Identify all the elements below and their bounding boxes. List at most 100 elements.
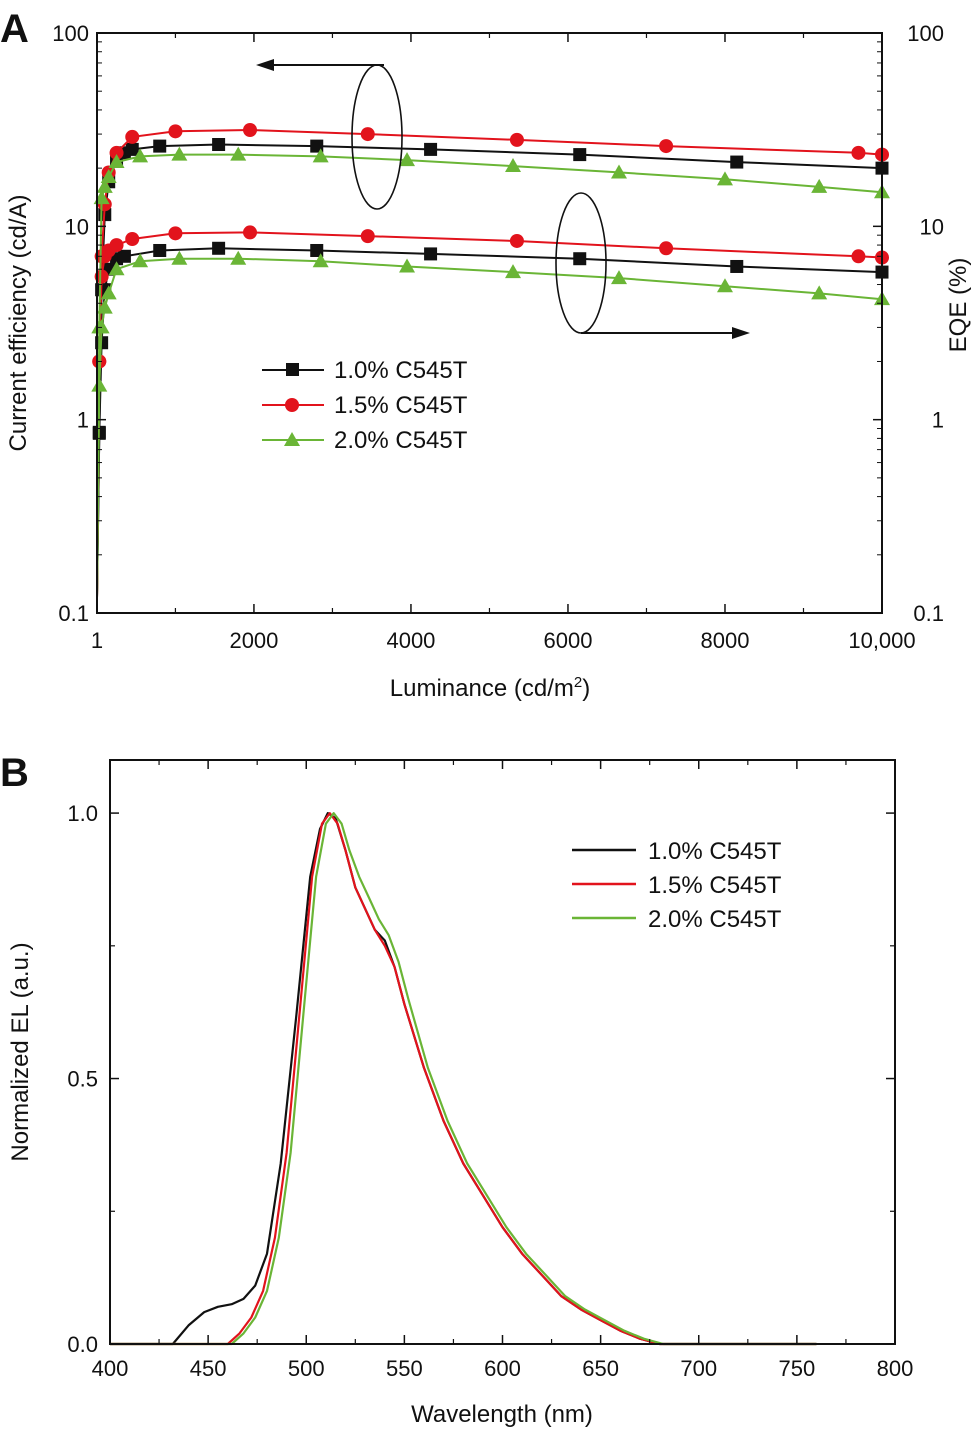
x-tick-label-a: 2000 [229,628,278,653]
data-point-a-current_efficiency-2 [360,127,375,142]
y-tick-label-b: 0.5 [67,1067,98,1092]
data-point-a-current_efficiency-2 [168,124,183,139]
data-point-a-eqe-3 [811,285,828,300]
arrow-right-icon [732,327,750,339]
arrow-left-icon [256,59,274,71]
data-point-a-eqe-3 [610,270,627,285]
data-point-a-eqe-1 [212,241,226,255]
legend-a-label-2: 1.5% C545T [334,392,468,419]
y-tick-label-b: 0.0 [67,1332,98,1357]
panel-b-chart: B 400 450 500 550 600 650 700 750 800 0.0 0.5 1.0 1… [0,751,913,1428]
data-point-a-eqe-1 [424,247,438,261]
data-point-a-current_efficiency-2 [243,122,258,137]
y2-axis-label-eqe: EQE (%) [945,258,972,353]
legend-a-marker-triangle [284,432,300,446]
data-point-a-eqe-3 [108,261,125,276]
x-tick-label-b: 500 [288,1356,325,1381]
data-point-a-current_efficiency-1 [730,155,744,169]
series-line-a-current_efficiency-1 [96,143,883,598]
annotations [256,59,750,339]
data-point-a-eqe-1 [730,259,744,273]
data-point-a-current_efficiency-2 [659,139,674,154]
x-tick-label-b: 700 [680,1356,717,1381]
data-point-a-current_efficiency-2 [509,132,524,147]
series-line-a-eqe-3 [96,257,883,598]
x-tick-label-b: 800 [877,1356,914,1381]
legend-b-item-3: 2.0% C545T [572,906,782,933]
legend-b-label-3: 2.0% C545T [648,906,782,933]
data-point-a-eqe-2 [125,231,140,246]
data-point-a-current_efficiency-1 [125,142,139,156]
data-point-a-eqe-2 [360,229,375,244]
data-point-a-current_efficiency-2 [851,145,866,160]
y-axis-label-normalized-el: Normalized EL (a.u.) [7,942,34,1161]
data-point-a-eqe-3 [312,253,329,268]
data-point-a-current_efficiency-3 [505,158,522,173]
data-point-a-eqe-3 [100,285,117,300]
data-point-a-current_efficiency-1 [310,139,324,153]
x-axis-label-text: Luminance (cd/m [390,675,574,702]
x-tick-label-b: 450 [190,1356,227,1381]
x-tick-label-a: 4000 [386,628,435,653]
data-point-a-eqe-3 [399,258,416,273]
y-tick-label-a: 10 [65,214,89,239]
spectrum-line-b-3 [110,811,817,1346]
x-tick-label-a: 10,000 [848,628,915,653]
legend-a: 1.0% C545T 1.5% C545T 2.0% C545T [262,357,468,454]
x-tick-label-a: 1 [91,628,103,653]
data-point-a-current_efficiency-3 [171,146,188,161]
legend-a-item-1: 1.0% C545T [262,357,468,384]
legend-a-item-3: 2.0% C545T [262,427,468,454]
data-point-a-eqe-2 [168,226,183,241]
data-point-a-eqe-3 [505,264,522,279]
data-point-a-eqe-3 [716,278,733,293]
data-point-a-eqe-2 [109,238,124,253]
legend-b-label-2: 1.5% C545T [648,872,782,899]
x-tick-label-b: 550 [386,1356,423,1381]
data-point-a-eqe-3 [171,250,188,265]
panel-b-letter: B [0,751,29,795]
data-point-a-current_efficiency-3 [811,178,828,193]
spectrum-line-b-2 [110,811,817,1346]
x-tick-label-b: 750 [779,1356,816,1381]
data-point-a-current_efficiency-3 [100,168,117,183]
data-point-a-current_efficiency-1 [153,139,167,153]
series-line-a-eqe-1 [96,247,883,598]
x-axis-label-wavelength: Wavelength (nm) [411,1401,593,1428]
y2-tick-label-a: 1 [932,408,944,433]
y2-tick-label-a: 10 [920,214,944,239]
x-axis-label-luminance: Luminance (cd/m2) [390,674,590,702]
data-point-a-current_efficiency-1 [573,148,587,162]
legend-a-marker-circle [285,398,299,412]
x-axis-label-superscript: 2 [574,674,582,691]
data-point-a-eqe-3 [96,299,113,314]
data-point-a-current_efficiency-3 [610,164,627,179]
data-point-a-eqe-3 [132,253,149,268]
data-point-a-current_efficiency-3 [312,148,329,163]
data-point-a-current_efficiency-1 [212,138,226,152]
data-point-a-current_efficiency-2 [125,129,140,144]
series-line-a-current_efficiency-3 [96,153,883,598]
data-point-a-eqe-2 [851,249,866,264]
legend-b-label-1: 1.0% C545T [648,838,782,865]
legend-a-marker-square [286,363,299,376]
data-point-a-current_efficiency-3 [108,154,125,169]
y-tick-label-a: 100 [52,21,89,46]
x-tick-label-b: 400 [92,1356,129,1381]
data-point-a-eqe-1 [310,243,324,257]
y-tick-label-a: 0.1 [58,601,89,626]
data-point-a-eqe-3 [230,250,247,265]
data-point-a-eqe-3 [91,377,108,392]
data-point-a-current_efficiency-2 [109,145,124,160]
y-tick-label-a: 1 [77,408,89,433]
data-point-a-current_efficiency-3 [132,148,149,163]
legend-a-label-3: 2.0% C545T [334,427,468,454]
x-tick-label-b: 650 [582,1356,619,1381]
legend-a-item-2: 1.5% C545T [262,392,468,419]
panel-a-chart: A 1 2000 4000 6000 8000 10,0001001010.1100101… [0,7,972,702]
y-tick-label-b: 1.0 [67,801,98,826]
series-line-a-eqe-2 [96,231,883,598]
data-point-a-eqe-2 [509,233,524,248]
panel-a-letter: A [0,7,29,51]
